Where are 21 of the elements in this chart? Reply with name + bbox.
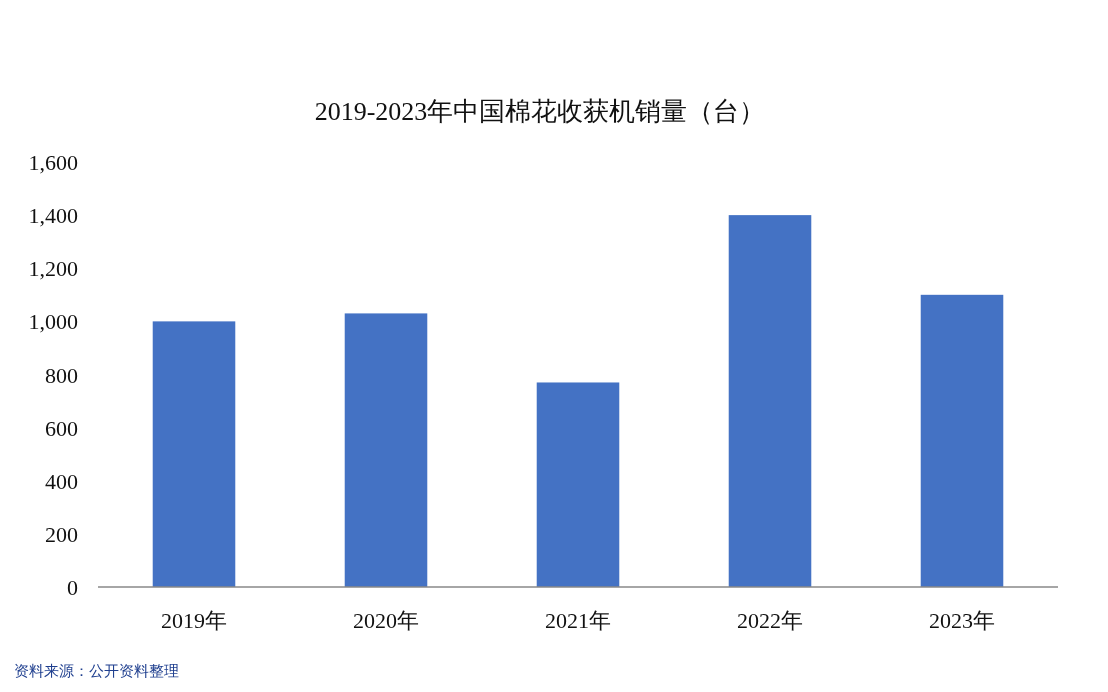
y-tick-label: 800 — [45, 362, 78, 388]
y-tick-label: 0 — [67, 575, 78, 600]
y-tick-label: 400 — [45, 468, 78, 494]
chart-title: 2019-2023年中国棉花收获机销量（台） — [314, 97, 766, 126]
y-tick-label: 1,400 — [28, 203, 78, 229]
x-tick-label: 2021年 — [545, 608, 611, 633]
x-tick-label: 2023年 — [929, 608, 995, 633]
bar — [536, 382, 620, 587]
bar — [344, 313, 428, 587]
x-tick-label: 2020年 — [353, 608, 419, 633]
bar — [728, 215, 812, 587]
y-tick-label: 1,600 — [28, 150, 78, 175]
x-tick-label: 2022年 — [737, 608, 803, 633]
bar — [920, 294, 1004, 587]
bar — [152, 321, 236, 587]
x-tick-label: 2019年 — [161, 608, 227, 633]
y-tick-label: 1,200 — [28, 256, 78, 282]
y-tick-label: 600 — [45, 415, 78, 441]
y-tick-label: 200 — [45, 521, 78, 547]
y-tick-label: 1,000 — [28, 309, 78, 335]
text: 资料来源：公开资料整理 — [14, 663, 179, 679]
